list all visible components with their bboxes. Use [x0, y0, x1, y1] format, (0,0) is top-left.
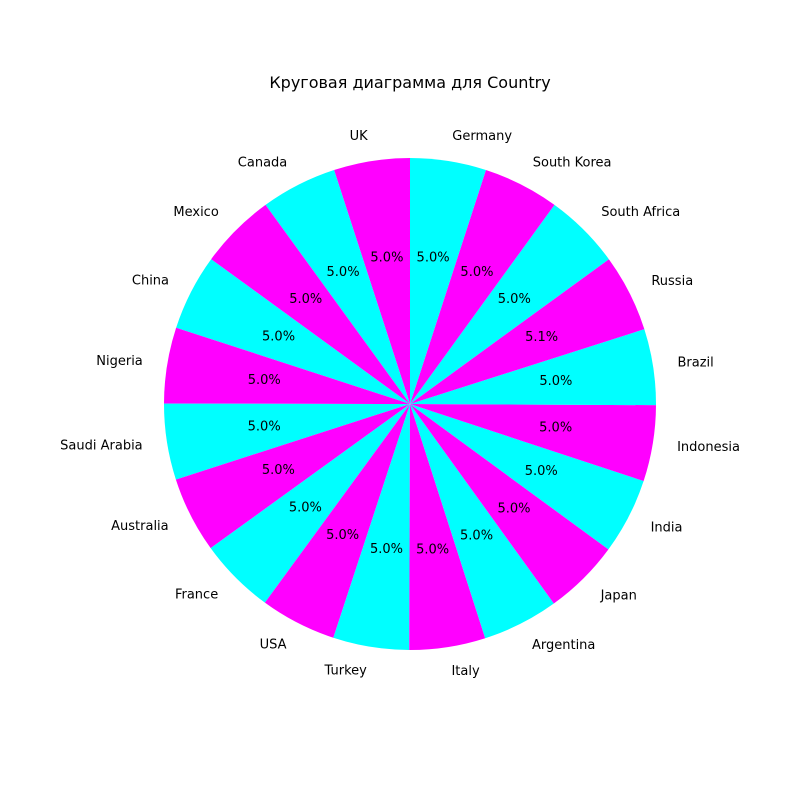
slice-label-china: China	[132, 273, 169, 288]
slice-pct-argentina: 5.0%	[460, 528, 493, 543]
slice-pct-australia: 5.0%	[262, 463, 295, 478]
slice-pct-uk: 5.0%	[370, 251, 403, 266]
slice-brazil	[410, 329, 656, 406]
slice-pct-china: 5.0%	[262, 329, 295, 344]
slice-pct-saudi-arabia: 5.0%	[248, 419, 281, 434]
slice-japan	[410, 404, 609, 604]
slice-pct-south-korea: 5.0%	[460, 265, 493, 280]
slice-label-brazil: Brazil	[677, 355, 713, 370]
slice-pct-india: 5.0%	[525, 464, 558, 479]
slice-nigeria	[164, 327, 410, 404]
slice-russia	[410, 259, 645, 404]
slice-south-africa	[410, 204, 609, 404]
pie-slices	[163, 158, 656, 650]
slice-pct-france: 5.0%	[289, 501, 322, 516]
chart-title: Круговая диаграмма для Country	[269, 73, 550, 92]
slice-label-turkey: Turkey	[324, 664, 368, 679]
slice-usa	[264, 404, 410, 638]
slice-label-mexico: Mexico	[173, 205, 218, 220]
slice-italy	[409, 404, 486, 650]
slice-turkey	[333, 404, 410, 650]
slice-pct-russia: 5.1%	[525, 330, 558, 345]
slice-label-nigeria: Nigeria	[96, 354, 143, 369]
slice-pct-brazil: 5.0%	[539, 374, 572, 389]
slice-label-south-korea: South Korea	[533, 155, 612, 170]
slice-label-canada: Canada	[238, 155, 287, 170]
slice-france	[210, 404, 410, 603]
slice-indonesia	[410, 404, 656, 482]
slice-australia	[175, 404, 410, 549]
slice-label-india: India	[651, 520, 683, 535]
slice-label-germany: Germany	[452, 129, 512, 144]
slice-mexico	[211, 204, 410, 404]
slice-canada	[265, 170, 410, 404]
pie-labels: UK 5.0% Canada 5.0% Mexico 5.0% China 5.0% Niger…	[60, 129, 740, 679]
slice-label-south-africa: South Africa	[601, 205, 680, 220]
slice-pct-japan: 5.0%	[497, 501, 530, 516]
slice-pct-germany: 5.0%	[417, 251, 450, 266]
slice-label-uk: UK	[350, 129, 369, 144]
slice-uk	[334, 158, 410, 404]
slice-pct-italy: 5.0%	[416, 542, 449, 557]
slice-label-saudi-arabia: Saudi Arabia	[60, 438, 143, 453]
slice-germany	[410, 158, 486, 404]
slice-pct-indonesia: 5.0%	[539, 420, 572, 435]
slice-label-argentina: Argentina	[532, 638, 595, 653]
slice-label-japan: Japan	[600, 589, 637, 604]
slice-pct-turkey: 5.0%	[370, 542, 403, 557]
slice-label-italy: Italy	[451, 664, 480, 679]
slice-pct-canada: 5.0%	[327, 265, 360, 280]
slice-saudi-arabia	[163, 403, 410, 480]
slice-pct-nigeria: 5.0%	[248, 373, 281, 388]
slice-pct-south-africa: 5.0%	[498, 292, 531, 307]
slice-label-australia: Australia	[111, 519, 169, 534]
slice-pct-usa: 5.0%	[326, 528, 359, 543]
slice-pct-mexico: 5.0%	[289, 292, 322, 307]
slice-label-russia: Russia	[651, 274, 693, 289]
slice-label-france: France	[175, 587, 218, 602]
slice-label-indonesia: Indonesia	[677, 440, 740, 455]
slice-china	[176, 259, 410, 404]
slice-label-usa: USA	[260, 637, 287, 652]
slice-india	[410, 404, 644, 550]
slice-south-korea	[410, 170, 555, 404]
slice-argentina	[410, 404, 554, 639]
